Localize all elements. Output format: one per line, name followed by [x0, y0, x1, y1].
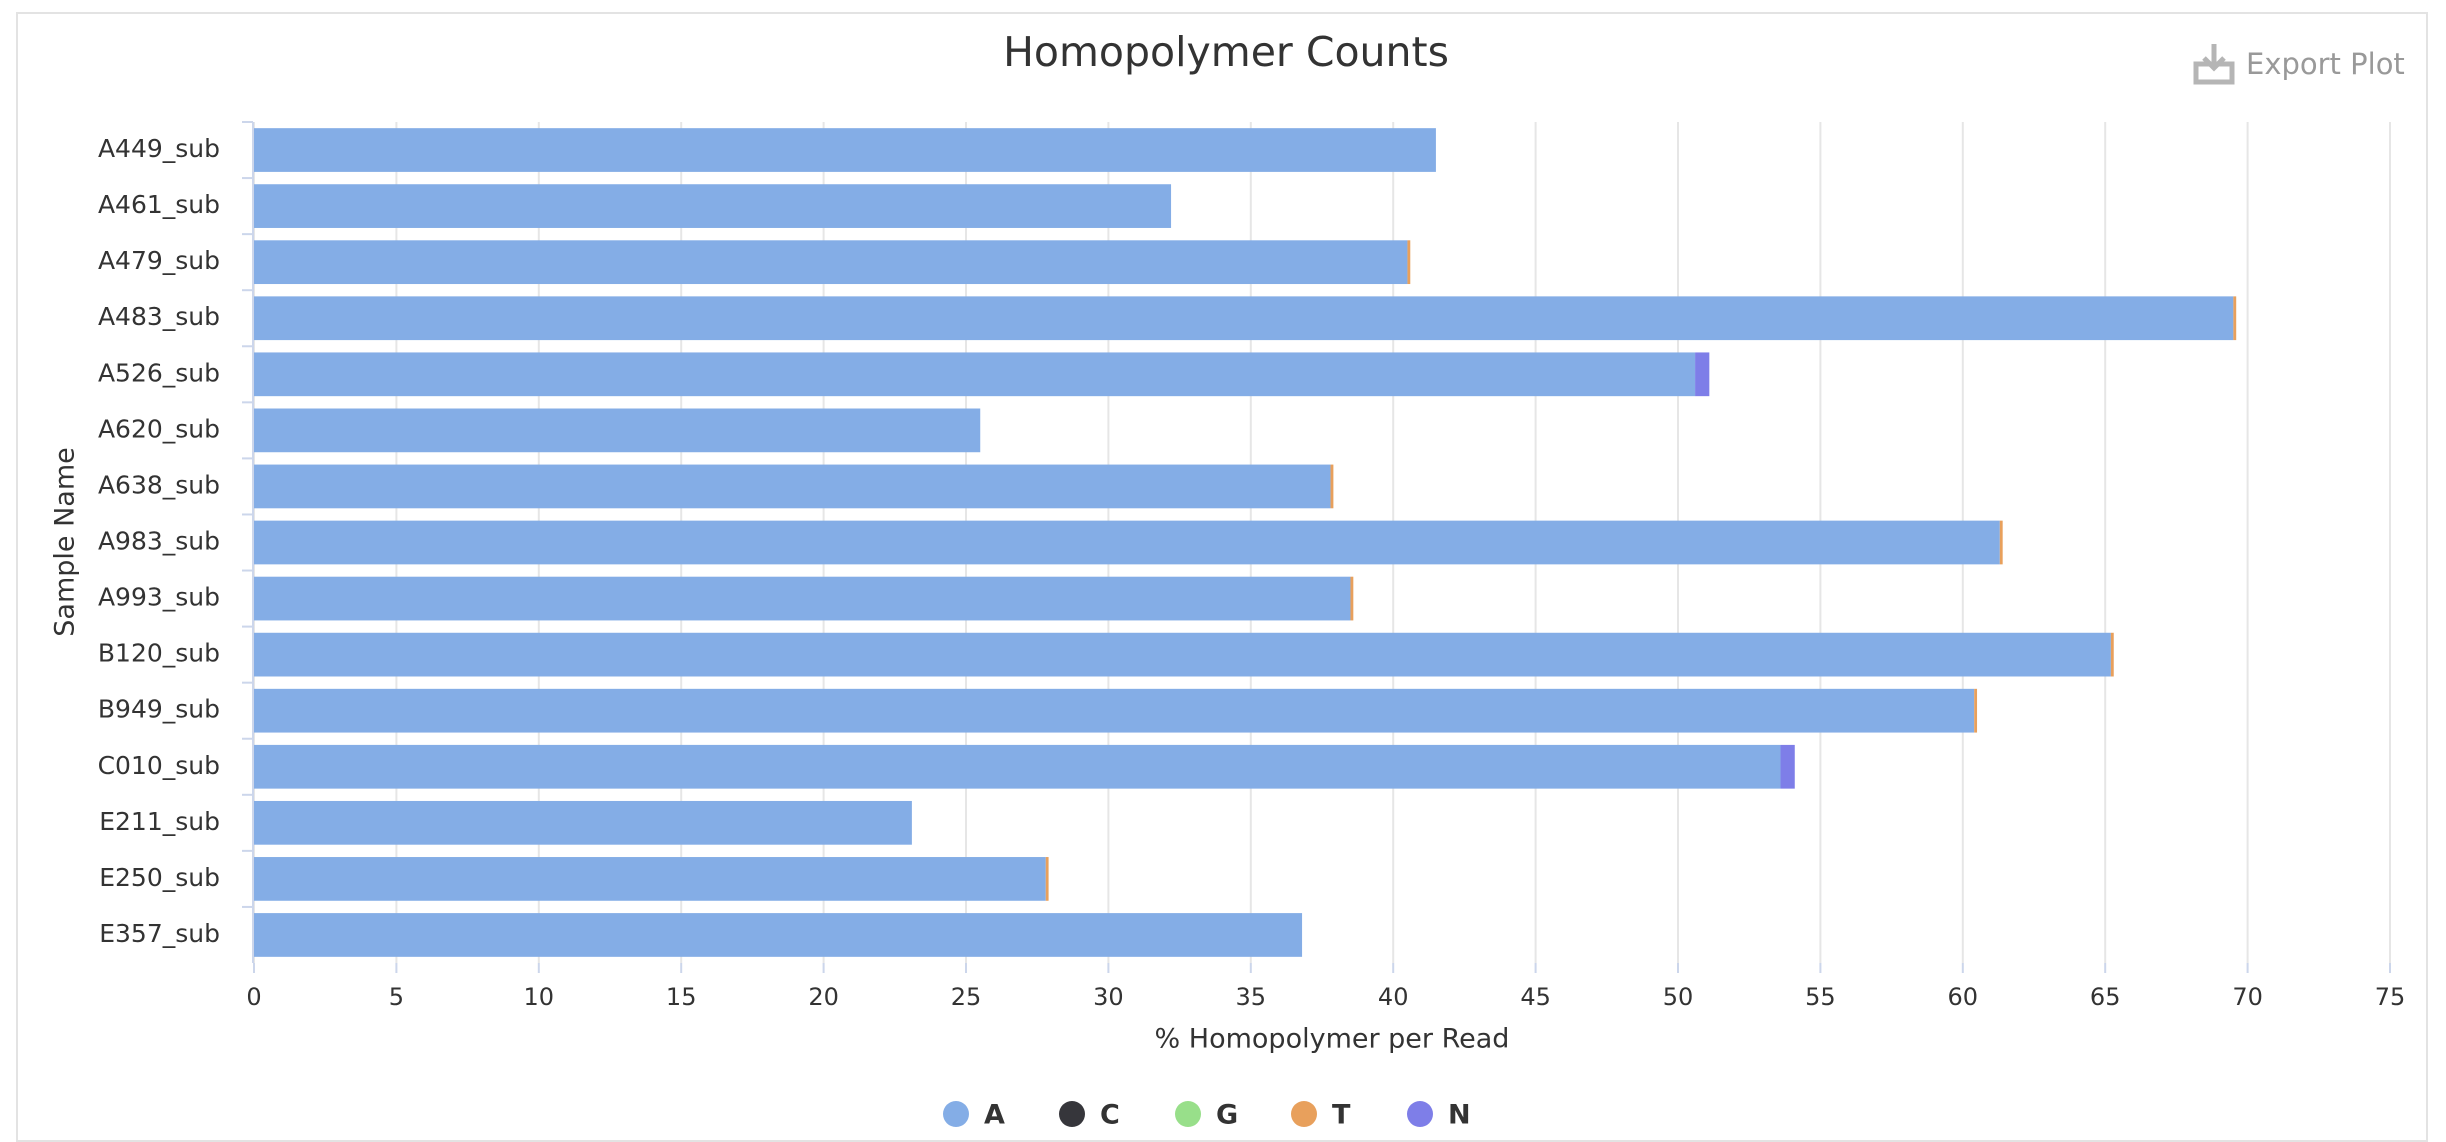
bar-segment [1407, 240, 1411, 285]
bar-segment [2110, 632, 2114, 677]
legend-swatch [1175, 1101, 1201, 1127]
bar-segment [1780, 744, 1795, 789]
bar-segment [254, 408, 981, 453]
y-tick-label: A993_sub [98, 583, 220, 612]
legend-label: A [984, 1100, 1005, 1131]
bar-segment [1350, 576, 1354, 621]
bar-segment [1695, 352, 1710, 397]
bar-segment [1974, 688, 1978, 733]
y-tick-label: A983_sub [98, 527, 220, 556]
x-tick-label: 65 [2090, 983, 2121, 1011]
y-axis-title: Sample Name [50, 447, 81, 636]
legend-label: G [1216, 1100, 1238, 1131]
chart-title: Homopolymer Counts [1003, 28, 1449, 76]
legend-swatch [943, 1101, 969, 1127]
x-tick-label: 70 [2232, 983, 2263, 1011]
y-tick-label: A483_sub [98, 302, 220, 331]
x-tick-label: 5 [389, 983, 404, 1011]
bar-segment [254, 744, 1781, 789]
legend-item[interactable]: C [1059, 1100, 1120, 1131]
x-tick-label: 30 [1093, 983, 1124, 1011]
x-tick-label: 50 [1663, 983, 1694, 1011]
export-button[interactable]: Export Plot [2193, 44, 2405, 85]
bar-segment [254, 913, 1303, 957]
x-tick-label: 55 [1805, 983, 1836, 1011]
bar-segment [254, 520, 2000, 565]
x-tick-label: 40 [1378, 983, 1409, 1011]
y-tick-label: A638_sub [98, 470, 220, 499]
y-tick-label: E250_sub [99, 863, 220, 892]
y-tick-label: E211_sub [99, 807, 220, 836]
y-tick-label: A449_sub [98, 134, 220, 163]
bar-segment [254, 632, 2111, 677]
legend-swatch [1291, 1101, 1317, 1127]
export-label[interactable]: Export Plot [2246, 47, 2405, 81]
x-tick-label: 15 [666, 983, 697, 1011]
y-tick-label: A620_sub [98, 414, 220, 443]
x-tick-label: 0 [246, 983, 261, 1011]
bar-segment [254, 576, 1351, 621]
y-tick-label: C010_sub [98, 751, 220, 780]
y-tick-label: A526_sub [98, 358, 220, 387]
bar-segment [254, 240, 1408, 285]
bar-segment [254, 184, 1172, 228]
legend-item[interactable]: T [1291, 1100, 1351, 1131]
legend-item[interactable]: G [1175, 1100, 1238, 1131]
y-tick-label: B120_sub [98, 639, 220, 668]
bar-segment [1045, 857, 1049, 901]
bar-segment [254, 464, 1331, 509]
bar-segment [254, 857, 1046, 901]
legend-item[interactable]: N [1407, 1100, 1471, 1131]
y-tick-label: A461_sub [98, 190, 220, 219]
export-icon [2193, 44, 2235, 85]
y-tick-label: B949_sub [98, 695, 220, 724]
y-tick-label: E357_sub [99, 919, 220, 948]
legend-item[interactable]: A [943, 1100, 1005, 1131]
x-tick-label: 20 [808, 983, 839, 1011]
bar-segment [254, 128, 1436, 172]
x-tick-label: 25 [951, 983, 982, 1011]
bar-segment [1330, 464, 1334, 509]
legend-swatch [1059, 1101, 1085, 1127]
y-tick-label: A479_sub [98, 246, 220, 275]
x-tick-label: 10 [524, 983, 555, 1011]
legend-swatch [1407, 1101, 1433, 1127]
x-tick-label: 60 [1948, 983, 1979, 1011]
x-tick-label: 75 [2375, 983, 2406, 1011]
x-tick-label: 45 [1520, 983, 1551, 1011]
legend-label: T [1332, 1100, 1351, 1131]
bar-segment [254, 800, 912, 845]
bar-segment [254, 352, 1696, 397]
bar-segment [2233, 296, 2237, 341]
bar-segment [254, 296, 2234, 341]
legend-label: C [1100, 1100, 1120, 1131]
bar-segment [1999, 520, 2003, 565]
bar-segment [254, 688, 1975, 733]
x-axis-title: % Homopolymer per Read [1155, 1024, 1510, 1055]
legend-label: N [1448, 1100, 1471, 1131]
x-tick-label: 35 [1236, 983, 1267, 1011]
